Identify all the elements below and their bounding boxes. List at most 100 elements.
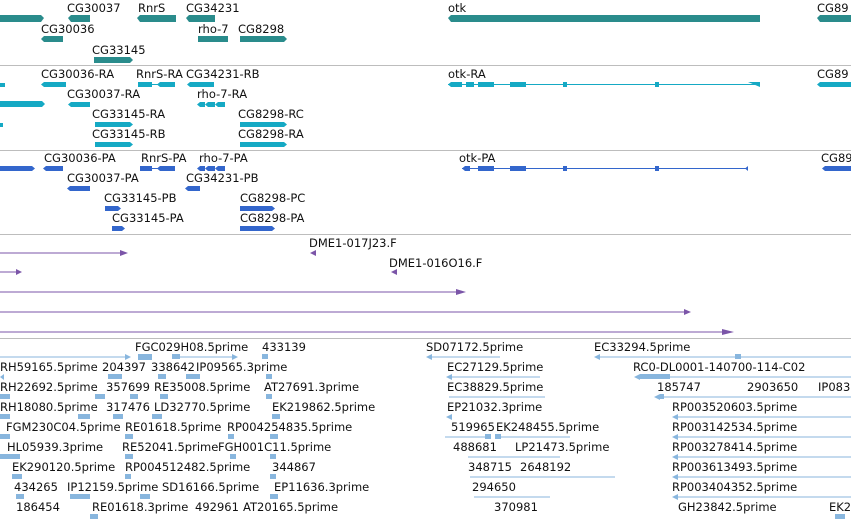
est-glyph[interactable] bbox=[672, 474, 678, 480]
est-label[interactable]: RP003520603.5prime bbox=[672, 400, 798, 414]
est-glyph[interactable] bbox=[640, 374, 670, 379]
clone-label[interactable]: DME1-016O16.F bbox=[389, 256, 483, 270]
clone-glyph[interactable] bbox=[16, 269, 22, 275]
est-label[interactable]: RE52041.5prime bbox=[122, 440, 219, 454]
est-label[interactable]: RE35008.5prime bbox=[154, 380, 251, 394]
protein-glyph[interactable] bbox=[822, 166, 851, 171]
est-label[interactable]: 370981 bbox=[494, 500, 538, 514]
est-glyph[interactable] bbox=[228, 434, 234, 439]
transcript-label[interactable]: CG89 bbox=[817, 67, 849, 81]
transcript-glyph[interactable] bbox=[466, 82, 474, 87]
protein-label[interactable]: CG89 bbox=[821, 151, 851, 165]
est-label[interactable]: AT27691.3prime bbox=[264, 380, 360, 394]
est-glyph[interactable] bbox=[672, 414, 678, 420]
est-label[interactable]: EC27129.5prime bbox=[447, 360, 544, 374]
est-glyph[interactable] bbox=[130, 394, 138, 399]
est-glyph[interactable] bbox=[232, 354, 238, 360]
gene-label[interactable]: CG33145 bbox=[92, 43, 146, 57]
est-glyph[interactable] bbox=[426, 354, 432, 360]
transcript-glyph[interactable] bbox=[157, 82, 175, 87]
est-label[interactable]: 338642 bbox=[151, 360, 195, 374]
est-glyph[interactable] bbox=[0, 454, 10, 459]
gene-glyph[interactable] bbox=[448, 15, 760, 22]
est-label[interactable]: FGC029H08.5prime bbox=[135, 340, 249, 354]
est-label[interactable]: RC0-DL0001-140700-114-C02 bbox=[633, 360, 806, 374]
gene-label[interactable]: rho-7 bbox=[198, 22, 229, 36]
protein-label[interactable]: CG34231-PB bbox=[186, 171, 259, 185]
est-label[interactable]: 344867 bbox=[272, 460, 316, 474]
est-glyph[interactable] bbox=[10, 454, 20, 459]
est-glyph[interactable] bbox=[12, 474, 22, 479]
est-glyph[interactable] bbox=[272, 414, 280, 419]
est-glyph[interactable] bbox=[16, 494, 24, 499]
est-glyph[interactable] bbox=[672, 454, 678, 460]
est-label[interactable]: 434265 bbox=[14, 480, 58, 494]
est-glyph[interactable] bbox=[270, 494, 278, 499]
est-glyph[interactable] bbox=[495, 434, 501, 439]
est-label[interactable]: EK248455.5prime bbox=[496, 420, 600, 434]
protein-glyph[interactable] bbox=[0, 166, 35, 171]
est-label[interactable]: IP09565.3prime bbox=[196, 360, 288, 374]
clone-label[interactable]: DME1-017J23.F bbox=[309, 236, 397, 250]
est-label[interactable]: FGM230C04.5prime bbox=[6, 420, 121, 434]
est-glyph[interactable] bbox=[0, 434, 10, 439]
protein-glyph[interactable] bbox=[240, 206, 275, 211]
transcript-glyph[interactable] bbox=[95, 142, 133, 147]
est-label[interactable]: 488681 bbox=[453, 440, 497, 454]
protein-glyph[interactable] bbox=[105, 206, 121, 211]
est-glyph[interactable] bbox=[172, 354, 180, 359]
est-label[interactable]: RP003404352.5prime bbox=[672, 480, 798, 494]
est-glyph[interactable] bbox=[446, 374, 452, 380]
est-label[interactable]: EP21032.3prime bbox=[447, 400, 543, 414]
est-glyph[interactable] bbox=[672, 494, 678, 500]
transcript-glyph[interactable] bbox=[41, 82, 66, 87]
est-glyph[interactable] bbox=[140, 494, 150, 499]
protein-label[interactable]: rho-7-PA bbox=[199, 151, 248, 165]
est-glyph[interactable] bbox=[158, 374, 166, 379]
gene-glyph[interactable] bbox=[41, 36, 63, 42]
est-glyph[interactable] bbox=[594, 354, 600, 360]
protein-glyph[interactable] bbox=[240, 226, 275, 231]
transcript-glyph[interactable] bbox=[68, 102, 90, 107]
est-label[interactable]: RH18080.5prime bbox=[0, 400, 98, 414]
est-glyph[interactable] bbox=[230, 454, 236, 459]
est-label[interactable]: 519965 bbox=[451, 420, 495, 434]
est-glyph[interactable] bbox=[672, 434, 678, 440]
transcript-label[interactable]: rho-7-RA bbox=[197, 87, 248, 101]
gene-glyph[interactable] bbox=[186, 15, 215, 22]
est-label[interactable]: LP21473.5prime bbox=[515, 440, 610, 454]
protein-glyph[interactable] bbox=[112, 226, 125, 231]
protein-glyph[interactable] bbox=[510, 166, 526, 171]
protein-label[interactable]: CG30036-PA bbox=[44, 151, 116, 165]
transcript-label[interactable]: CG30036-RA bbox=[41, 67, 115, 81]
transcript-glyph[interactable] bbox=[510, 82, 526, 87]
est-label[interactable]: RP003278414.5prime bbox=[672, 440, 798, 454]
est-glyph[interactable] bbox=[654, 394, 660, 400]
protein-glyph[interactable] bbox=[478, 166, 494, 171]
transcript-glyph[interactable] bbox=[187, 82, 214, 87]
est-glyph[interactable] bbox=[270, 454, 276, 459]
protein-label[interactable]: CG33145-PA bbox=[112, 211, 184, 225]
transcript-glyph[interactable] bbox=[0, 123, 3, 127]
est-glyph[interactable] bbox=[262, 354, 268, 359]
transcript-glyph[interactable] bbox=[563, 82, 567, 87]
est-glyph[interactable] bbox=[125, 474, 131, 479]
gene-label[interactable]: CG30037 bbox=[67, 1, 121, 15]
est-glyph[interactable] bbox=[95, 394, 105, 399]
est-label[interactable]: EC38829.5prime bbox=[447, 380, 544, 394]
est-label[interactable]: 492961 bbox=[195, 500, 239, 514]
est-label[interactable]: RE01618.3prime bbox=[92, 500, 189, 514]
est-label[interactable]: EK290120.5prime bbox=[12, 460, 116, 474]
est-label[interactable]: EK2 bbox=[829, 500, 851, 514]
est-label[interactable]: 204397 bbox=[102, 360, 146, 374]
est-label[interactable]: 317476 bbox=[106, 400, 150, 414]
transcript-glyph[interactable] bbox=[655, 82, 659, 87]
est-glyph[interactable] bbox=[634, 374, 640, 380]
est-glyph[interactable] bbox=[90, 514, 98, 519]
transcript-glyph[interactable] bbox=[448, 82, 462, 87]
gene-glyph[interactable] bbox=[0, 15, 44, 22]
est-label[interactable]: 2648192 bbox=[520, 460, 572, 474]
transcript-glyph[interactable] bbox=[197, 102, 205, 107]
clone-glyph[interactable] bbox=[684, 309, 691, 315]
clone-glyph[interactable] bbox=[120, 250, 128, 256]
